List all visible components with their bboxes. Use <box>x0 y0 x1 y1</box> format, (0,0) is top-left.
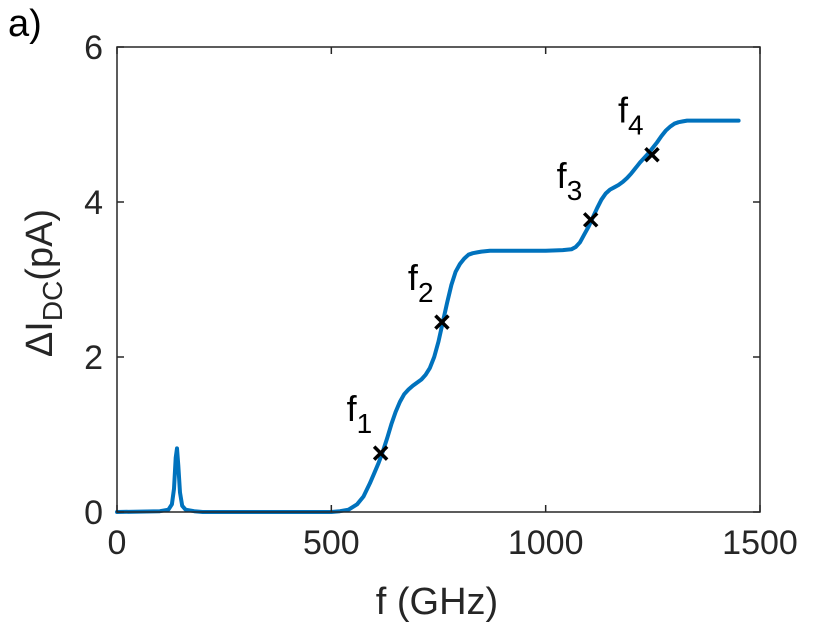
marker-label-4: f4 <box>618 90 644 141</box>
y-axis-label-suffix: (pA) <box>19 209 61 281</box>
marker-label-2: f2 <box>408 257 434 308</box>
x-tick-label: 1000 <box>508 524 584 562</box>
x-axis-label: f (GHz) <box>376 581 498 623</box>
marker-x-3 <box>582 212 599 228</box>
y-tick-label: 0 <box>84 494 103 532</box>
y-axis-label-subscript: DC <box>37 281 68 321</box>
y-tick-label: 2 <box>84 339 103 377</box>
x-tick-label: 0 <box>108 524 127 562</box>
plot-area: f1 f2 f3 f4 <box>115 90 741 514</box>
marker-x-1 <box>372 445 389 461</box>
series-line <box>115 118 741 514</box>
x-tick-label: 1500 <box>722 524 798 562</box>
panel-label: a) <box>8 3 42 45</box>
y-axis-label-base: ΔI <box>19 321 61 357</box>
axes-box <box>116 46 761 513</box>
marker-x-2 <box>434 314 450 330</box>
axes: 0 500 1000 1500 0 2 4 6 <box>84 29 798 562</box>
marker-label-3: f3 <box>557 155 583 206</box>
marker-label-1: f1 <box>347 388 373 439</box>
y-tick-label: 6 <box>84 29 103 67</box>
marker-x-4 <box>644 146 660 163</box>
y-tick-label: 4 <box>84 184 103 222</box>
x-tick-label: 500 <box>303 524 360 562</box>
y-axis-label: ΔIDC(pA) <box>19 209 68 357</box>
